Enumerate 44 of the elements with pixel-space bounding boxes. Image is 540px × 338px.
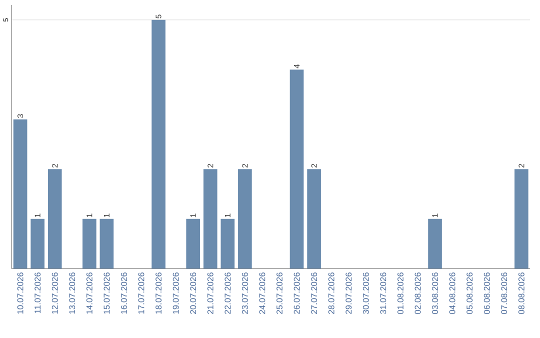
bar — [220, 218, 235, 269]
bar — [203, 169, 218, 269]
x-tick-label: 20.07.2026 — [190, 272, 196, 314]
x-tick-label: 01.08.2026 — [397, 272, 404, 314]
x-tick-label: 22.07.2026 — [224, 272, 231, 314]
bar — [428, 218, 442, 269]
x-tick-label: 26.07.2026 — [294, 272, 300, 314]
x-tick-label: 29.07.2026 — [346, 272, 352, 314]
bar — [82, 218, 96, 269]
bar — [307, 169, 321, 269]
bar — [48, 169, 62, 269]
x-tick-label: 30.07.2026 — [362, 272, 369, 314]
bar — [152, 20, 166, 269]
x-tick-label: 14.07.2026 — [86, 272, 92, 314]
x-tick-label: 19.07.2026 — [172, 272, 179, 314]
x-tick-label: 12.07.2026 — [52, 272, 58, 314]
x-tick-label: 21.07.2026 — [207, 272, 214, 314]
bar — [100, 218, 114, 269]
x-tick-label: 10.07.2026 — [17, 272, 24, 314]
x-tick-label: 13.07.2026 — [69, 272, 76, 314]
x-tick-label: 04.08.2026 — [449, 272, 456, 314]
bar — [290, 70, 304, 269]
x-tick-label: 16.07.2026 — [121, 272, 127, 314]
x-tick-label: 27.07.2026 — [311, 272, 318, 314]
x-tick-label: 17.07.2026 — [138, 272, 144, 314]
bar — [238, 169, 252, 269]
x-tick-label: 07.08.2026 — [501, 272, 508, 314]
x-tick-label: 18.07.2026 — [156, 272, 162, 314]
x-tick-label: 11.07.2026 — [34, 272, 41, 313]
x-tick-label: 02.08.2026 — [414, 272, 421, 314]
x-tick-label: 15.07.2026 — [104, 272, 110, 314]
x-tick-label: 31.07.2026 — [380, 272, 386, 314]
x-tick-label: 06.08.2026 — [484, 272, 490, 314]
bar — [13, 119, 28, 269]
x-tick-label: 03.08.2026 — [432, 272, 438, 314]
x-tick-label: 24.07.2026 — [259, 272, 266, 314]
bar — [186, 218, 200, 269]
x-tick-label: 28.07.2026 — [328, 272, 334, 314]
x-tick-label: 23.07.2026 — [242, 272, 248, 314]
x-tick-label: 25.07.2026 — [276, 272, 282, 314]
x-tick-label: 08.08.2026 — [518, 272, 524, 314]
bar — [30, 218, 44, 269]
x-tick-label: 05.08.2026 — [466, 272, 473, 314]
bar — [514, 169, 528, 269]
